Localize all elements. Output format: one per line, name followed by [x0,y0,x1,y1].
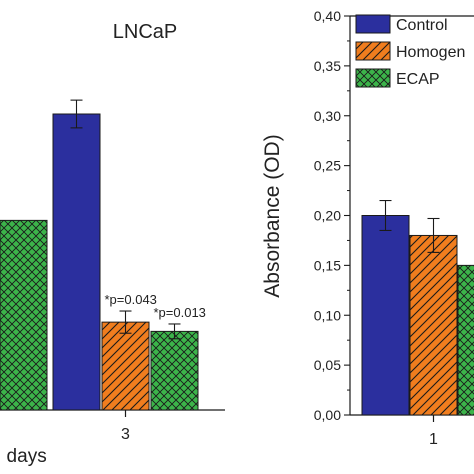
right-y-axis-label: Absorbance (OD) [261,134,284,297]
left-chart-bars [0,99,199,411]
left-chart-annotations: *p=0.043*p=0.013 [105,292,206,320]
right-y-tick-label: 0,40 [314,8,341,24]
right-x-tick-label: 1 [429,431,438,448]
right-y-tick-label: 0,10 [314,307,341,323]
bar-ecap-dayprev [0,219,48,411]
p-value-annotation: *p=0.013 [154,305,206,320]
left-chart-panel: LNCaP 3 *p=0.043*p=0.013 , days [0,21,225,467]
right-y-tick-label: 0,25 [314,158,341,174]
right-y-tick-label: 0,35 [314,58,341,74]
legend-label-ecap: ECAP [396,71,440,88]
left-x-axis-label: , days [0,446,47,467]
right-chart-bars [361,199,474,416]
right-chart-legend: Control Homogen ECAP [355,14,465,88]
bar-ecap-day1 [457,264,474,416]
legend-swatch-control [355,14,391,34]
right-y-tick-label: 0,30 [314,108,341,124]
left-x-tick-label: 3 [121,426,130,443]
legend-label-homogen: Homogen [396,44,465,61]
p-value-annotation: *p=0.043 [105,292,157,307]
bar-control-day1 [361,215,410,416]
legend-swatch-homogen [355,41,391,61]
bar-homogen-day1 [409,234,458,416]
bar-homogen-day3 [101,321,150,411]
legend-label-control: Control [396,17,448,34]
bar-ecap-day3 [150,330,199,411]
right-y-tick-label: 0,05 [314,357,341,373]
bar-control-day3 [52,113,101,411]
right-chart-panel: Absorbance (OD) 0,00 0,05 0,10 0,15 0,20 0,25… [261,8,474,448]
right-y-tick-label: 0,00 [314,407,341,423]
right-y-tick-label: 0,20 [314,208,341,224]
right-y-tick-label: 0,15 [314,257,341,273]
left-chart-title: LNCaP [113,21,177,43]
left-chart-axes: 3 [0,409,225,443]
legend-swatch-ecap [355,68,391,88]
